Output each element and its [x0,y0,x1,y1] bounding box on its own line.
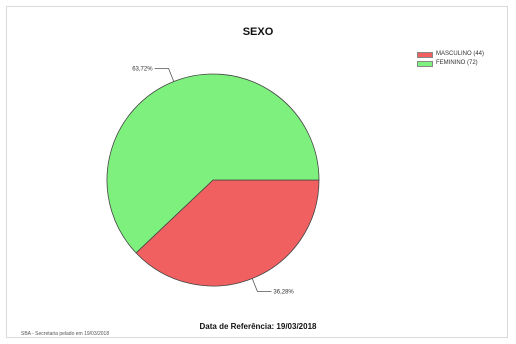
chart-title: SEXO [242,26,274,38]
leader-line-masculino [251,278,272,292]
footer-note: SBA - Secretaria pelado em 19/03/2018 [21,331,110,337]
leader-line-feminino [154,68,175,82]
legend-label-masculino: MASCULINO (44) [436,51,485,57]
legend-item-masculino: MASCULINO (44) [417,50,484,59]
chart-legend: MASCULINO (44) FEMININO (72) [417,50,484,68]
legend-swatch-masculino [417,51,433,58]
slice-percent-label-masculino: 36,28% [273,289,294,295]
legend-item-feminino: FEMININO (72) [417,59,484,68]
reference-date: Data de Referência: 19/03/2018 [199,322,317,331]
legend-swatch-feminino [417,60,433,67]
slice-percent-label-feminino: 63,72% [132,67,153,73]
legend-label-feminino: FEMININO (72) [436,60,478,66]
pie-slice-feminino [106,73,320,254]
